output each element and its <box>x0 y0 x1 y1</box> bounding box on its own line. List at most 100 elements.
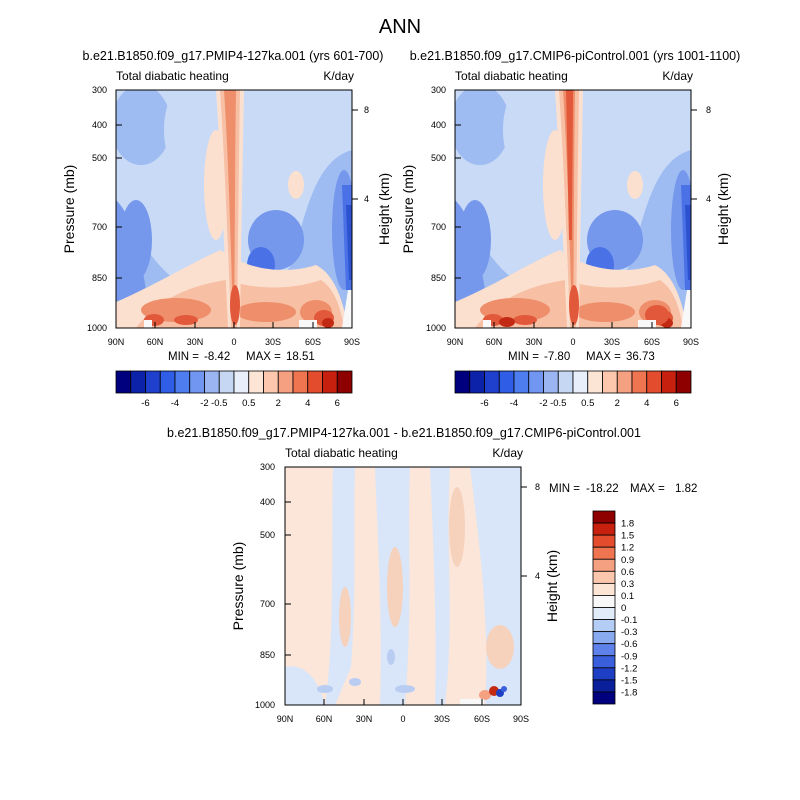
field-contour <box>322 318 334 328</box>
diff-panel-field-label: Total diabatic heating <box>285 446 398 460</box>
diff-y-axis-label: Pressure (mb) <box>230 542 246 631</box>
field-missing <box>681 290 691 328</box>
left-y-tick-labels: 300 400 500 700 850 1000 <box>87 85 107 333</box>
left-x-tick-labels: 90N 60N 30N 0 30S 60S 90S <box>108 337 360 347</box>
colorbar-label: 0.5 <box>581 398 594 409</box>
left-panel-field <box>116 90 352 328</box>
colorbar-label: 2 <box>276 398 281 409</box>
x-tick-label: 90N <box>108 337 125 347</box>
colorbar-label: 0.9 <box>621 555 634 566</box>
figure-title: ANN <box>379 16 421 38</box>
colorbar-swatch <box>130 370 146 394</box>
colorbar-swatch <box>557 370 574 394</box>
field-contour <box>285 666 325 705</box>
x-tick-label: 60N <box>147 337 164 347</box>
colorbar-label: 0.1 <box>621 591 634 602</box>
left-y2-tick-labels: 8 4 <box>364 105 369 204</box>
colorbar-swatch <box>587 370 603 394</box>
x-tick-label: 30N <box>187 337 204 347</box>
diff-y2-tick-labels: 8 4 <box>535 482 540 581</box>
colorbar-label: -6 <box>141 398 149 409</box>
field-missing <box>638 320 656 328</box>
x-tick-label: 90S <box>513 714 529 724</box>
y-tick-label: 700 <box>431 222 446 232</box>
right-colorbar: -6 -4 -2 -0.5 0.5 2 4 6 <box>454 370 692 409</box>
colorbar-swatch <box>543 370 559 394</box>
y2-tick-label: 4 <box>535 571 540 581</box>
max-value: 36.73 <box>626 351 655 363</box>
field-contour <box>566 90 573 240</box>
diff-colorbar: 1.81.51.20.90.60.30.10-0.1-0.3-0.6-0.9-1… <box>592 510 637 705</box>
max-label: MAX = <box>630 483 665 495</box>
colorbar-swatch <box>277 370 294 394</box>
x-tick-label: 0 <box>570 337 575 347</box>
field-contour <box>387 547 403 627</box>
x-tick-label: 60N <box>486 337 503 347</box>
colorbar-swatch <box>189 370 205 394</box>
field-missing <box>144 320 152 328</box>
field-contour <box>513 315 537 325</box>
x-tick-label: 0 <box>231 337 236 347</box>
y-tick-label: 300 <box>431 85 446 95</box>
colorbar-label: -4 <box>510 398 518 409</box>
field-contour <box>387 649 395 665</box>
y-tick-label: 500 <box>92 153 107 163</box>
field-contour <box>459 200 491 280</box>
colorbar-swatch <box>592 607 616 620</box>
field-contour <box>685 205 691 280</box>
colorbar-swatch <box>646 370 662 394</box>
colorbar-label: -0.9 <box>621 651 637 662</box>
diff-y-tick-labels: 300 400 500 700 850 1000 <box>255 462 275 710</box>
min-value: -18.22 <box>586 483 619 495</box>
field-missing <box>342 290 352 328</box>
diff-x-tick-labels: 90N 60N 30N 0 30S 60S 90S <box>277 714 529 724</box>
x-tick-label: 90N <box>447 337 464 347</box>
field-contour <box>286 92 346 148</box>
right-panel-units: K/day <box>662 69 693 83</box>
colorbar-swatch <box>592 643 616 657</box>
y-tick-label: 1000 <box>87 323 107 333</box>
y2-tick-label: 8 <box>364 105 369 115</box>
colorbar-swatch <box>592 510 616 524</box>
colorbar-swatch <box>592 655 616 669</box>
x-tick-label: 90S <box>683 337 699 347</box>
field-contour <box>430 467 450 705</box>
colorbar-swatch <box>145 370 161 394</box>
colorbar-label: -0.5 <box>550 398 566 409</box>
field-contour <box>627 171 643 199</box>
y-tick-label: 700 <box>92 222 107 232</box>
colorbar-label: 0.5 <box>242 398 255 409</box>
colorbar-label: -1.5 <box>621 675 637 686</box>
colorbar-swatch <box>592 595 616 608</box>
colorbar-swatch <box>592 582 616 596</box>
colorbar-label: -2 <box>539 398 547 409</box>
max-label: MAX = <box>586 351 621 363</box>
y-tick-label: 400 <box>92 120 107 130</box>
field-missing <box>460 699 484 705</box>
field-contour <box>317 685 333 693</box>
field-contour <box>339 587 351 647</box>
field-contour <box>120 200 152 280</box>
colorbar-swatch <box>592 667 616 681</box>
colorbar-swatch <box>498 370 515 394</box>
colorbar-swatch <box>592 691 616 705</box>
left-panel-ticks <box>115 89 358 329</box>
right-x-tick-labels: 90N 60N 30N 0 30S 60S 90S <box>447 337 699 347</box>
diff-stats: MIN = -18.22 MAX = 1.82 <box>549 483 697 495</box>
field-contour <box>116 90 171 165</box>
colorbar-swatch <box>592 619 616 633</box>
colorbar-label: 4 <box>644 398 649 409</box>
colorbar-swatch <box>592 570 616 584</box>
right-panel-ticks <box>454 89 697 329</box>
colorbar-swatch <box>248 370 264 394</box>
colorbar-swatch <box>513 370 530 394</box>
diff-panel-title: b.e21.B1850.f09_g17.PMIP4-127ka.001 - b.… <box>167 426 641 440</box>
field-contour <box>479 690 491 700</box>
colorbar-label: 4 <box>305 398 310 409</box>
colorbar-swatch <box>592 679 616 693</box>
right-y2-axis-label: Height (km) <box>715 173 731 245</box>
diff-y2-axis-label: Height (km) <box>544 550 560 622</box>
colorbar-swatch <box>115 370 132 394</box>
colorbar-swatch <box>454 370 471 394</box>
max-value: 18.51 <box>286 351 315 363</box>
